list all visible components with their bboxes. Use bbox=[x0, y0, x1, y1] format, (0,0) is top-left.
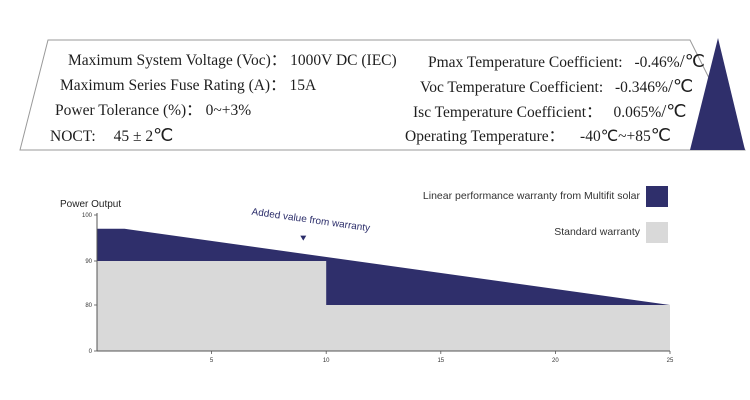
series-area-standard-warranty bbox=[97, 261, 670, 351]
spec-isc-temp-coefficient: Isc Temperature Coefficient： 0.065%/℃ bbox=[413, 102, 686, 122]
spec-unit: ℃ bbox=[153, 125, 174, 145]
chart-svg: 0 80 90 100 5 10 15 20 25 Power Output Added val… bbox=[60, 186, 674, 364]
x-tick-label: 25 bbox=[667, 358, 674, 364]
warranty-chart: 0 80 90 100 5 10 15 20 25 Power Output Added val… bbox=[0, 170, 750, 400]
chart-areas bbox=[97, 228, 670, 351]
legend-label: Standard warranty bbox=[554, 226, 641, 238]
y-tick-label: 90 bbox=[85, 259, 92, 265]
spec-power-tolerance: Power Tolerance (%)： 0~+3% bbox=[55, 102, 251, 120]
spec-plate-frame bbox=[19, 38, 746, 151]
chart-annotation-group: Added value from warranty bbox=[251, 207, 371, 241]
spec-operating-temperature: Operating Temperature： -40℃~+85℃ bbox=[405, 126, 671, 146]
chart-ticks: 0 80 90 100 5 10 15 20 25 bbox=[82, 213, 674, 364]
spec-label: Maximum Series Fuse Rating (A)： bbox=[60, 77, 286, 94]
spec-value: -40℃~+85 bbox=[580, 128, 651, 145]
legend-label: Linear performance warranty from Multifi… bbox=[423, 190, 641, 202]
spec-label: Pmax Temperature Coefficient: bbox=[428, 54, 623, 71]
annotation-text: Added value from warranty bbox=[251, 207, 371, 235]
x-tick-label: 10 bbox=[323, 358, 330, 364]
spec-value: -0.46% bbox=[634, 54, 680, 71]
y-axis-title: Power Output bbox=[60, 199, 121, 210]
spec-label: Power Tolerance (%)： bbox=[55, 102, 202, 119]
spec-value: 1000V DC (IEC) bbox=[290, 52, 397, 69]
x-tick-label: 20 bbox=[552, 358, 559, 364]
x-tick-label: 5 bbox=[210, 358, 214, 364]
spec-frame-triangle bbox=[690, 38, 745, 150]
spec-value: 0~+3% bbox=[205, 102, 252, 119]
spec-label: NOCT: bbox=[50, 128, 96, 145]
spec-max-series-fuse: Maximum Series Fuse Rating (A)： 15A bbox=[60, 77, 316, 95]
spec-max-system-voltage: Maximum System Voltage (Voc)： 1000V DC (… bbox=[68, 52, 397, 70]
spec-voc-temp-coefficient: Voc Temperature Coefficient: -0.346%/℃ bbox=[420, 77, 693, 97]
x-tick-label: 15 bbox=[437, 358, 444, 364]
spec-noct: NOCT: 45 ± 2℃ bbox=[50, 126, 173, 146]
spec-label: Maximum System Voltage (Voc)： bbox=[68, 52, 287, 69]
spec-value: 15A bbox=[289, 77, 317, 94]
spec-unit: /℃ bbox=[679, 51, 705, 71]
chart-legend: Linear performance warranty from Multifi… bbox=[423, 186, 668, 243]
chart-axes bbox=[96, 213, 670, 352]
y-tick-label: 0 bbox=[89, 349, 93, 355]
spec-label: Voc Temperature Coefficient: bbox=[420, 79, 604, 96]
spec-pmax-temp-coefficient: Pmax Temperature Coefficient: -0.46%/℃ bbox=[428, 52, 705, 72]
spec-unit: /℃ bbox=[661, 101, 687, 121]
spec-value: 45 ± 2 bbox=[113, 128, 154, 145]
spec-label: Operating Temperature： bbox=[405, 128, 565, 145]
spec-label: Isc Temperature Coefficient： bbox=[413, 104, 602, 121]
spec-unit: ℃ bbox=[650, 125, 671, 145]
legend-swatch bbox=[646, 186, 668, 207]
spec-plate: Maximum System Voltage (Voc)： 1000V DC (… bbox=[0, 0, 750, 170]
y-tick-label: 100 bbox=[82, 213, 93, 219]
spec-value: 0.065% bbox=[613, 104, 662, 121]
spec-value: -0.346% bbox=[615, 79, 668, 96]
legend-swatch bbox=[646, 222, 668, 243]
spec-unit: /℃ bbox=[667, 76, 694, 96]
annotation-arrow bbox=[300, 235, 307, 241]
y-tick-label: 80 bbox=[85, 303, 92, 309]
